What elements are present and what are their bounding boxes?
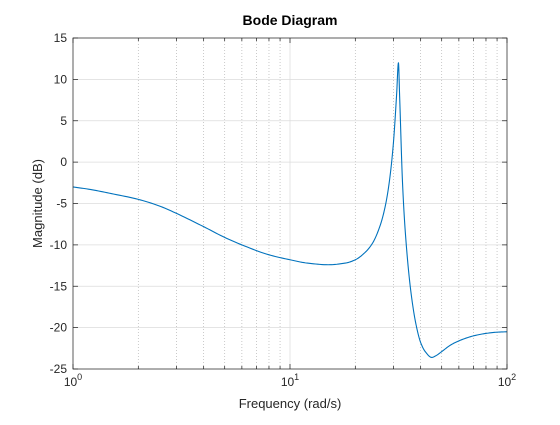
y-tick-label: 10 [54, 72, 68, 86]
x-axis-label: Frequency (rad/s) [239, 396, 342, 411]
magnitude-series-line [72, 62, 508, 358]
chart-title: Bode Diagram [243, 12, 338, 28]
y-tick-label: 15 [54, 31, 68, 45]
grid-lines [73, 38, 507, 369]
y-tick-label: -5 [56, 197, 67, 211]
x-tick-label: 100 [64, 372, 82, 389]
y-tick-label: -20 [50, 321, 68, 335]
y-axis-label: Magnitude (dB) [30, 159, 45, 248]
x-tick-label: 102 [498, 372, 516, 389]
tick-layer: 100 101 102 15 10 5 0 -5 -10 -15 -20 -25 [50, 31, 517, 389]
y-tick-label: -15 [50, 279, 68, 293]
y-tick-label: 0 [60, 155, 67, 169]
series-layer [72, 62, 508, 358]
y-tick-label: -25 [50, 362, 68, 376]
y-tick-label: 5 [60, 114, 67, 128]
y-tick-label: -10 [50, 238, 68, 252]
x-tick-label: 101 [281, 372, 299, 389]
